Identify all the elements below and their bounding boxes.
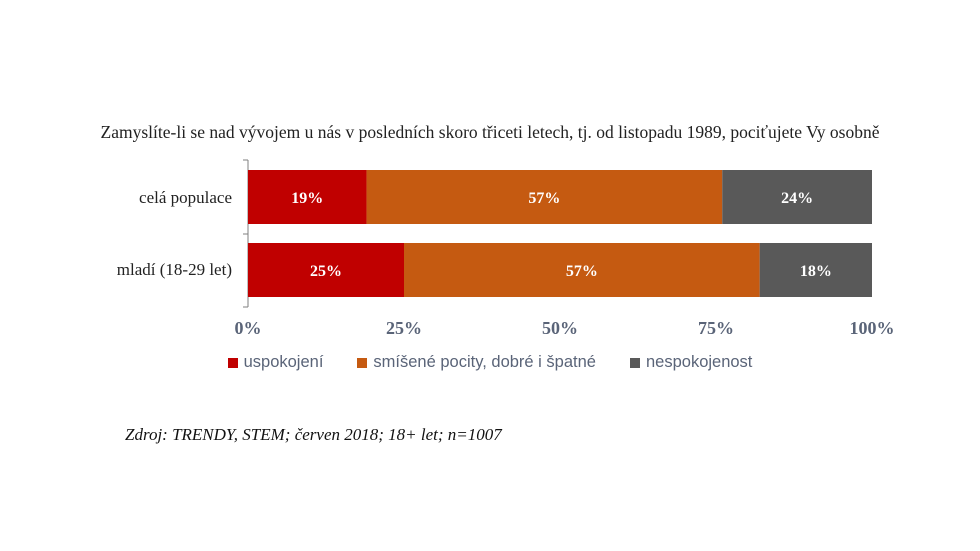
data-label-1-row-2: 25% xyxy=(310,263,342,280)
legend-item-nespokojenost: nespokojenost xyxy=(629,353,753,372)
bar-segment-2-row-1 xyxy=(366,170,723,224)
data-label-3-row-1: 24% xyxy=(781,190,813,207)
bar-segment-1-row-1 xyxy=(248,170,367,224)
data-label-2-row-1: 57% xyxy=(528,190,560,207)
bar-segment-3-row-2 xyxy=(759,243,872,297)
legend-swatch-red xyxy=(227,357,238,368)
legend-item-uspokojeni: uspokojení xyxy=(227,353,324,372)
legend: uspokojení smíšené pocity, dobré i špatn… xyxy=(0,353,980,372)
x-tick-25: 25% xyxy=(386,318,422,338)
source-note: Zdroj: TRENDY, STEM; červen 2018; 18+ le… xyxy=(125,425,502,444)
bar-segment-2-row-2 xyxy=(404,243,760,297)
legend-label: nespokojenost xyxy=(645,353,753,371)
chart-title: Zamyslíte-li se nad vývojem u nás v posl… xyxy=(100,122,880,142)
legend-swatch-gray xyxy=(629,357,640,368)
category-label-mladí: mladí (18-29 let) xyxy=(116,260,232,279)
x-tick-100: 100% xyxy=(849,318,895,338)
category-label-celá-populace: celá populace xyxy=(139,188,232,207)
legend-item-smisene: smíšené pocity, dobré i špatné xyxy=(357,353,596,372)
legend-swatch-orange xyxy=(357,357,368,368)
bar-segment-1-row-2 xyxy=(248,243,404,297)
data-label-2-row-2: 57% xyxy=(566,263,598,280)
x-tick-50: 50% xyxy=(542,318,578,338)
x-tick-0: 0% xyxy=(234,318,262,338)
legend-label: smíšené pocity, dobré i špatné xyxy=(373,353,596,371)
data-label-3-row-2: 18% xyxy=(800,263,832,280)
legend-label: uspokojení xyxy=(243,353,324,371)
data-label-1-row-1: 19% xyxy=(291,190,323,207)
bar-segment-3-row-1 xyxy=(722,170,872,224)
x-tick-75: 75% xyxy=(698,318,734,338)
